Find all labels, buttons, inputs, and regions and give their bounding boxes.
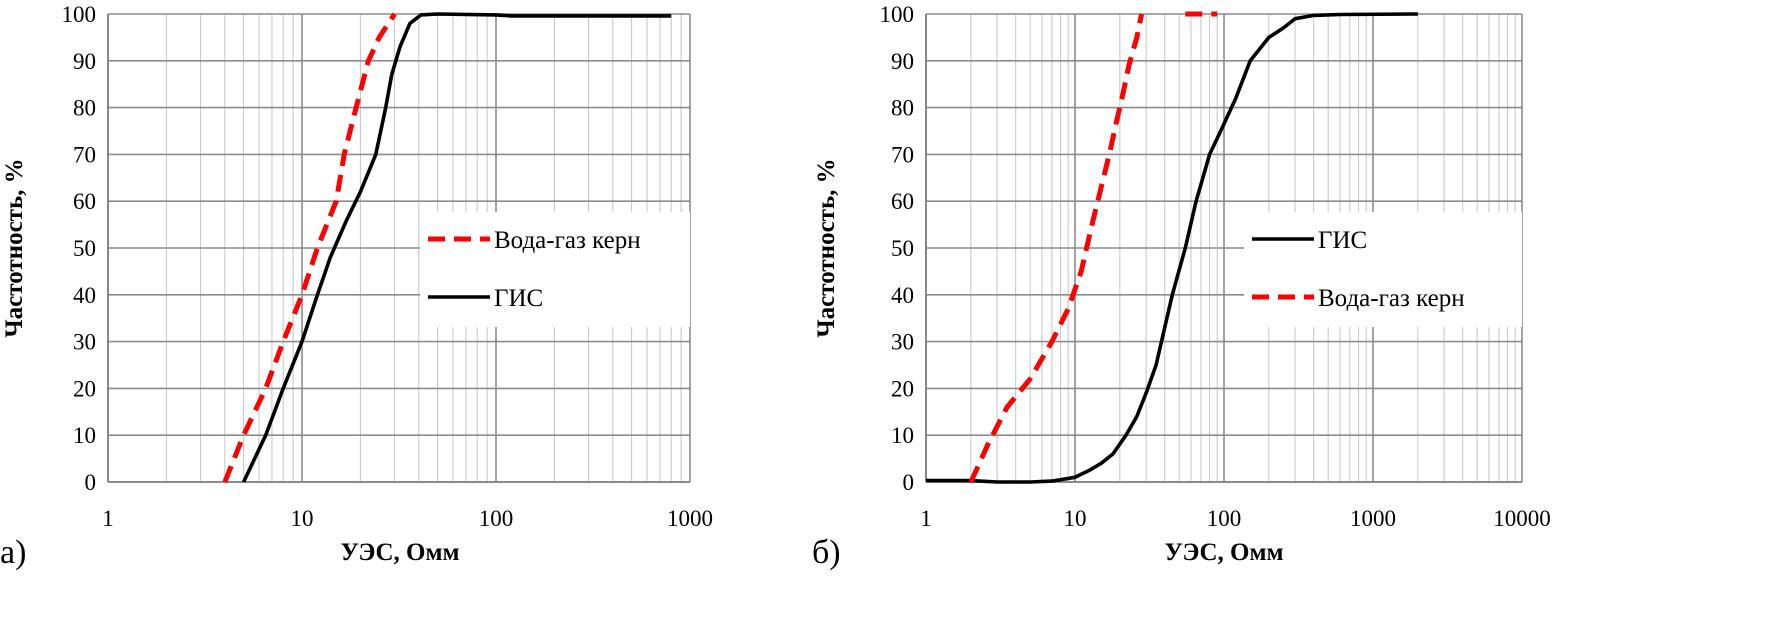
y-tick-label: 10 [891, 423, 914, 448]
panel-label: б) [812, 534, 841, 571]
x-tick-label: 1 [102, 506, 114, 531]
y-tick-label: 80 [73, 96, 96, 121]
legend-entry-label: Вода-газ керн [494, 227, 641, 254]
y-tick-label: 80 [891, 96, 914, 121]
y-tick-label: 50 [73, 236, 96, 261]
y-tick-label: 40 [891, 283, 914, 308]
y-tick-label: 70 [73, 142, 96, 167]
x-tick-label: 10 [1064, 506, 1087, 531]
y-tick-label: 100 [62, 2, 97, 27]
x-tick-label: 1000 [1350, 506, 1396, 531]
y-tick-label: 50 [891, 236, 914, 261]
y-tick-label: 0 [85, 470, 97, 495]
legend-box [1244, 212, 1522, 327]
y-tick-label: 10 [73, 423, 96, 448]
legend-entry-label: ГИС [1318, 227, 1367, 254]
y-axis-title: Частотность, % [813, 158, 840, 337]
series-line [926, 12, 1418, 484]
y-tick-label: 70 [891, 142, 914, 167]
legend: Вода-газ керн ГИС [420, 212, 690, 327]
x-tick-label: 1 [920, 506, 932, 531]
y-tick-label: 90 [891, 49, 914, 74]
y-tick-label: 30 [891, 330, 914, 355]
y-tick-label: 20 [891, 376, 914, 401]
series-group [926, 11, 1418, 484]
legend: ГИС Вода-газ керн [1244, 212, 1522, 327]
y-tick-label: 100 [880, 2, 915, 27]
series-line [241, 12, 672, 483]
y-tick-label: 30 [73, 330, 96, 355]
series-group [222, 12, 672, 483]
y-tick-label: 90 [73, 49, 96, 74]
x-tick-label: 1000 [667, 506, 713, 531]
series-line [968, 13, 1145, 484]
y-tick-label: 20 [73, 376, 96, 401]
legend-entry-label: ГИС [494, 285, 543, 312]
x-tick-label: 10000 [1493, 506, 1551, 531]
y-tick-label: 60 [73, 189, 96, 214]
legend-entry-label: Вода-газ керн [1318, 285, 1465, 312]
panel-label: а) [0, 534, 26, 571]
legend-box [420, 212, 690, 327]
y-tick-label: 40 [73, 283, 96, 308]
x-tick-label: 100 [479, 506, 514, 531]
grid [925, 13, 1523, 483]
x-axis-title: УЭС, Омм [1164, 539, 1283, 566]
series-line [222, 12, 397, 483]
x-axis-title: УЭС, Омм [340, 539, 459, 566]
y-tick-label: 60 [891, 189, 914, 214]
x-tick-label: 10 [291, 506, 314, 531]
y-axis-title: Частотность, % [1, 158, 28, 337]
x-tick-label: 100 [1207, 506, 1242, 531]
y-tick-label: 0 [903, 470, 915, 495]
